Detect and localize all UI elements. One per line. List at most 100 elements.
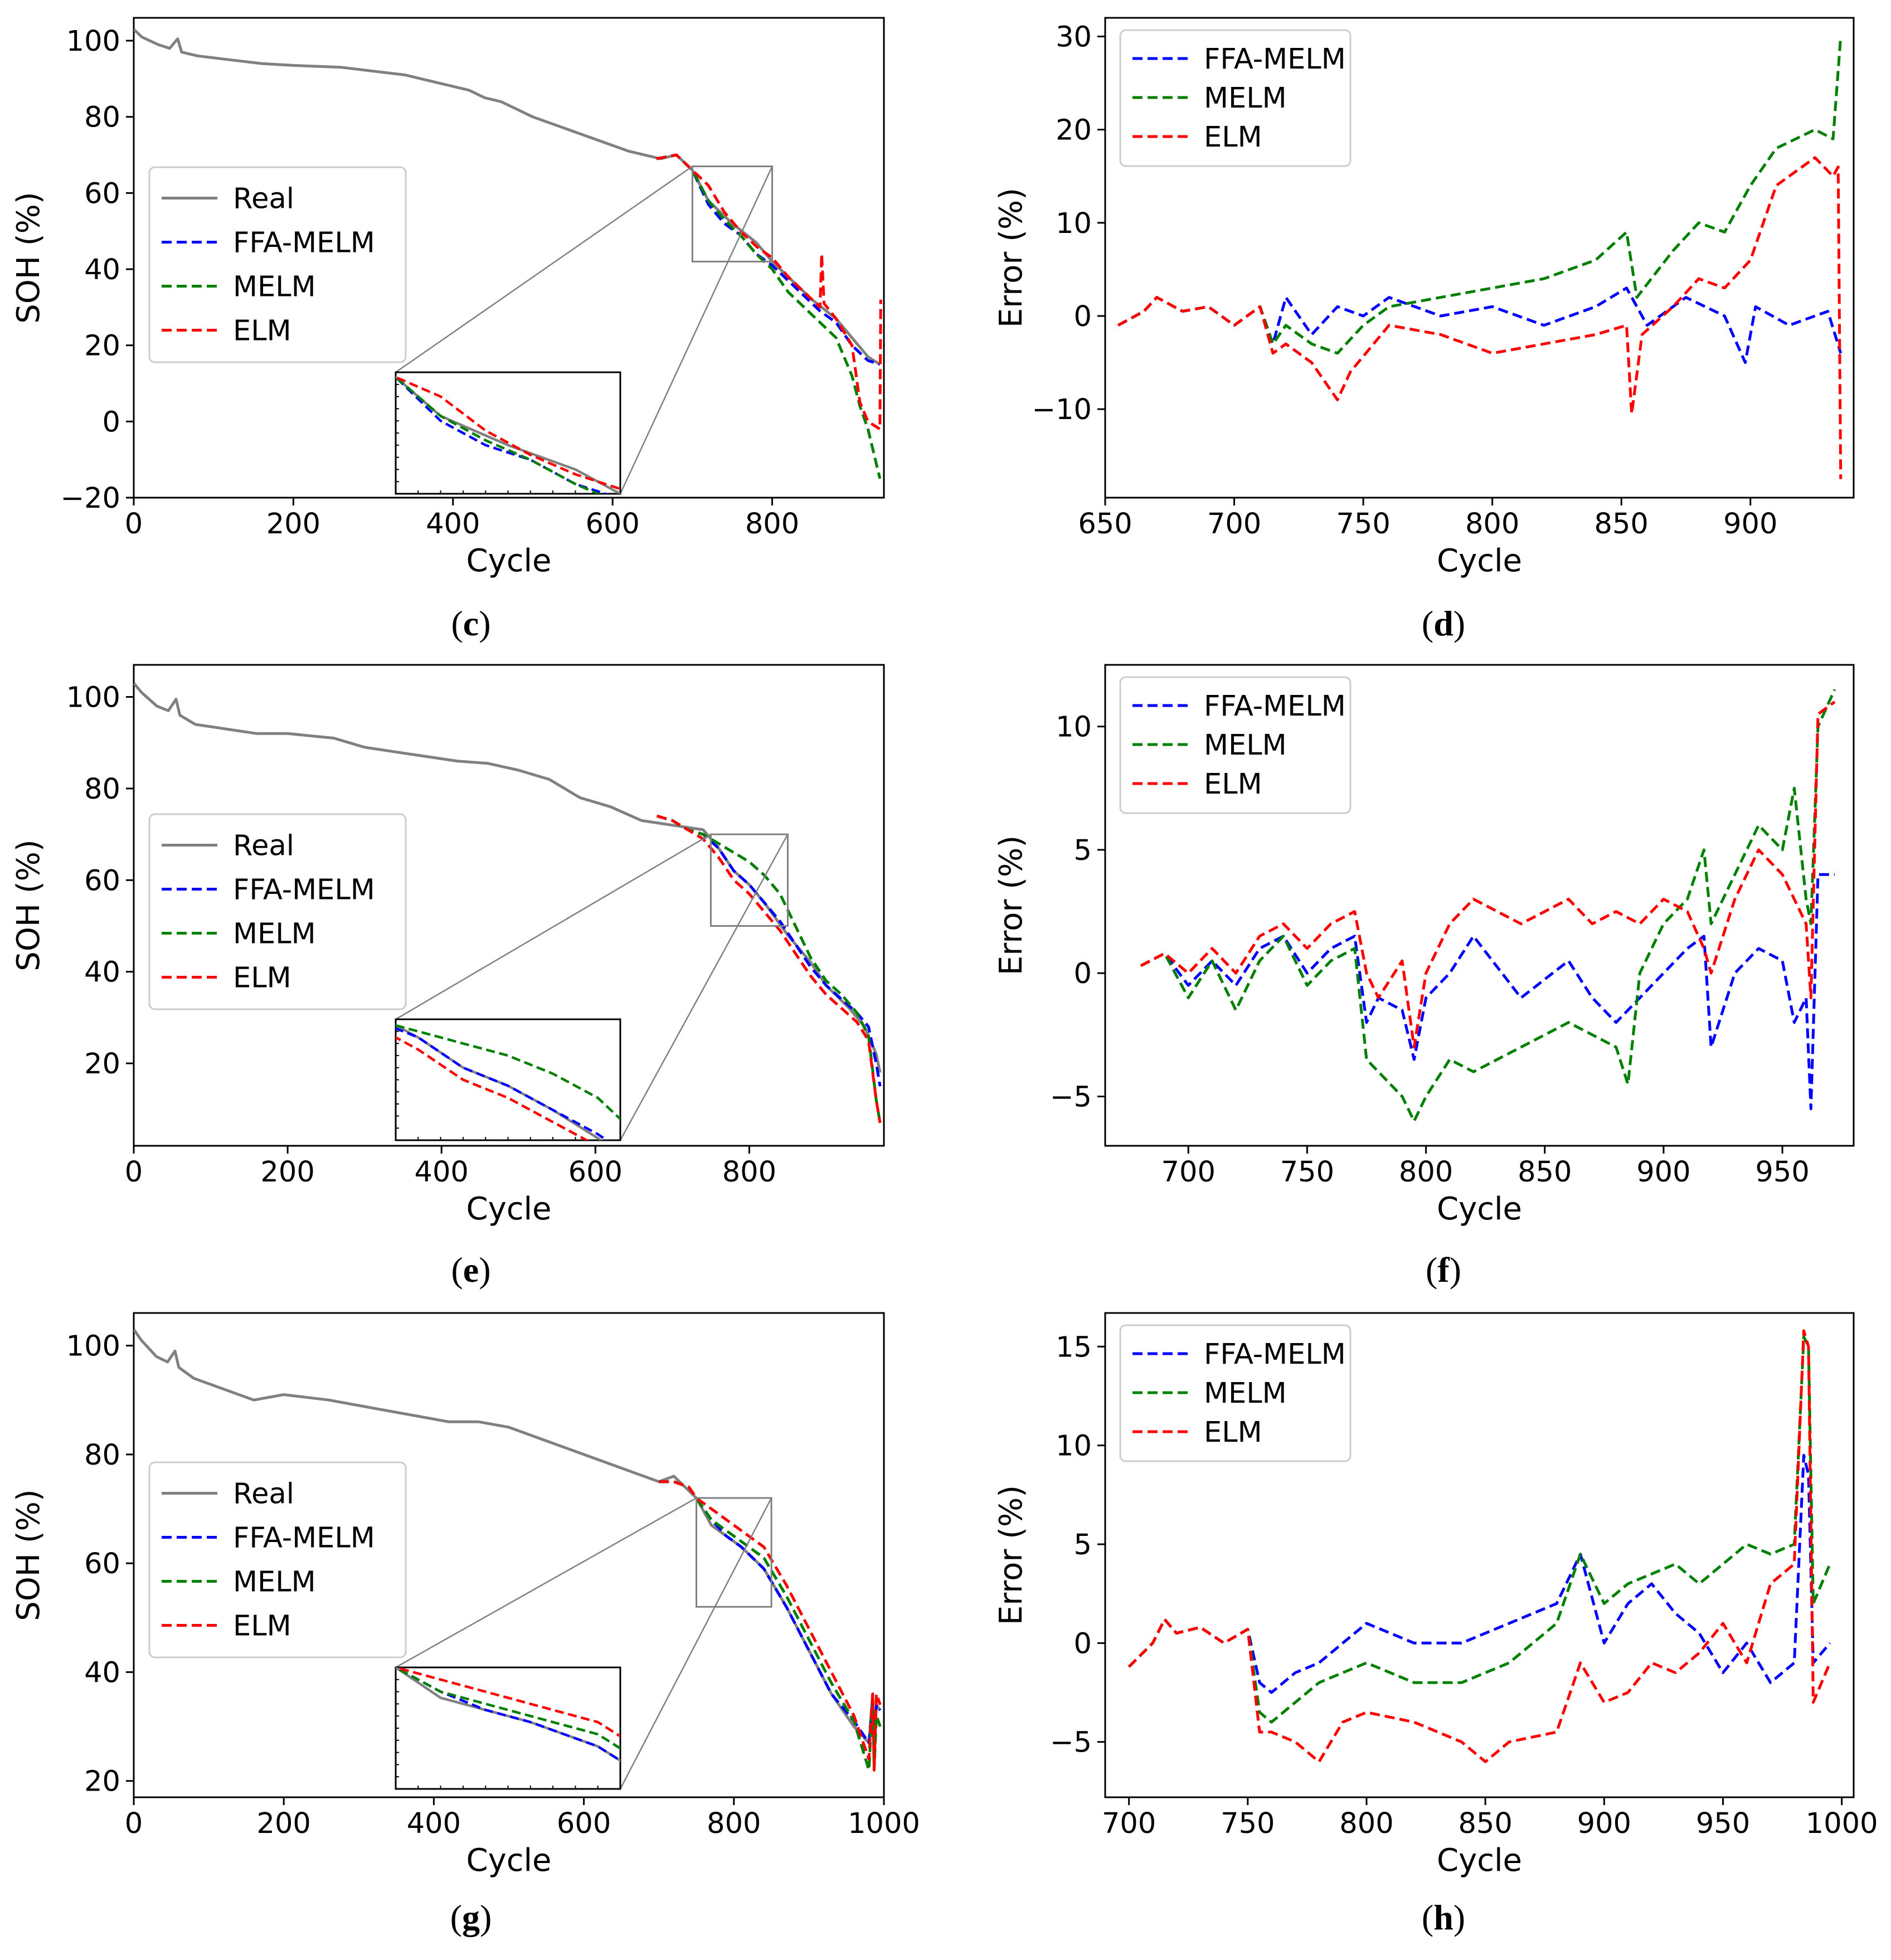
y-tick-label: 15 xyxy=(1056,1331,1092,1364)
panel-caption: (c) xyxy=(451,604,490,643)
x-tick-label: 700 xyxy=(1102,1807,1156,1840)
plot-frame xyxy=(133,664,885,1147)
series-line-elm xyxy=(1127,1329,1831,1763)
x-tick-label: 800 xyxy=(707,1807,761,1840)
panel-d-error-chart: 650 700 750 800 850 900 −10 0 10 20 30 Cycle Error (… xyxy=(993,17,1855,643)
series-line-ffa-melm xyxy=(1117,286,1843,364)
legend-box xyxy=(1119,29,1352,167)
y-tick-label: 20 xyxy=(84,330,120,363)
series-line-melm xyxy=(1127,1335,1831,1724)
zoom-connector-line xyxy=(395,834,712,1020)
zoom-region-box xyxy=(691,166,774,262)
legend-label: MELM xyxy=(1204,729,1287,762)
y-tick-label: 80 xyxy=(84,1439,120,1472)
legend-box xyxy=(148,1461,407,1659)
series-group xyxy=(1127,1329,1831,1763)
legend: Real FFA-MELM MELM ELM xyxy=(148,1461,407,1659)
y-axis-label: SOH (%) xyxy=(11,1489,47,1621)
x-tick-label: 800 xyxy=(722,1156,776,1189)
zoom-region-box xyxy=(696,1497,772,1608)
plot-frame xyxy=(1104,17,1855,499)
series-group xyxy=(1117,36,1843,479)
x-tick-label: 600 xyxy=(568,1156,623,1189)
x-tick-label: 400 xyxy=(426,508,480,541)
legend-label: ELM xyxy=(1204,121,1262,154)
x-tick-label: 200 xyxy=(257,1807,311,1840)
legend-label: ELM xyxy=(1204,1416,1262,1449)
panel-caption: (h) xyxy=(1422,1898,1465,1937)
legend-label: MELM xyxy=(1204,82,1287,115)
legend: Real FFA-MELM MELM ELM xyxy=(148,813,407,1010)
panel-caption-letter: h xyxy=(1433,1898,1454,1937)
x-tick-label: 400 xyxy=(415,1156,469,1189)
x-tick-label: 600 xyxy=(585,508,639,541)
zoom-inset xyxy=(395,1018,621,1141)
y-tick-label: −5 xyxy=(1050,1081,1092,1113)
plot-frame xyxy=(1104,664,1855,1147)
legend-label: FFA-MELM xyxy=(1204,43,1346,76)
x-tick-label: 1000 xyxy=(848,1807,920,1840)
y-tick-label: 80 xyxy=(84,773,120,806)
inset-series-line-melm xyxy=(396,1024,620,1121)
panel-e-soh-chart: 0 200 400 600 800 20 40 60 80 100 Cycle SOH (%) Real… xyxy=(11,664,885,1290)
plot-frame xyxy=(133,17,885,499)
x-tick-label: 200 xyxy=(260,1156,314,1189)
y-tick-label: 10 xyxy=(1056,1430,1092,1463)
panel-h-error-chart: 700 750 800 850 900 950 1000 −5 0 5 10 15 Cycle Error… xyxy=(993,1312,1878,1937)
y-tick-label: 10 xyxy=(1056,711,1092,744)
panel-caption-letter: f xyxy=(1437,1250,1450,1290)
y-tick-label: 30 xyxy=(1056,21,1092,54)
x-tick-label: 800 xyxy=(1399,1156,1453,1189)
legend-label: Real xyxy=(233,830,294,863)
y-tick-label: 10 xyxy=(1056,207,1092,240)
x-tick-label: 750 xyxy=(1336,508,1390,541)
y-tick-label: 20 xyxy=(84,1766,120,1798)
legend: Real FFA-MELM MELM ELM xyxy=(148,166,407,363)
zoom-connector-line xyxy=(395,166,693,373)
plot-frame xyxy=(133,1312,885,1798)
inset-series-line-elm xyxy=(396,376,620,490)
series-group xyxy=(1140,689,1836,1123)
y-tick-label: 40 xyxy=(84,254,120,286)
series-line-ffa-melm xyxy=(1127,1453,1831,1694)
series-line-elm xyxy=(1117,156,1843,479)
x-tick-label: 700 xyxy=(1207,508,1261,541)
x-tick-label: 950 xyxy=(1696,1807,1750,1840)
x-tick-label: 950 xyxy=(1755,1156,1809,1189)
y-axis-label: Error (%) xyxy=(993,188,1029,328)
y-tick-label: 0 xyxy=(1074,1627,1092,1660)
x-tick-label: 1000 xyxy=(1806,1807,1878,1840)
legend-label: FFA-MELM xyxy=(1204,1338,1346,1371)
y-tick-label: 100 xyxy=(66,25,120,58)
x-tick-label: 850 xyxy=(1595,508,1649,541)
inset-frame xyxy=(395,1666,621,1790)
zoom-region-box xyxy=(709,833,789,927)
series-line-ffa-melm xyxy=(1140,873,1835,1111)
inset-series-line-melm xyxy=(396,376,601,494)
x-axis-label: Cycle xyxy=(466,1191,551,1227)
legend-label: ELM xyxy=(233,962,291,995)
series-line-elm xyxy=(656,153,882,431)
x-tick-label: 200 xyxy=(266,508,320,541)
x-tick-label: 0 xyxy=(125,1807,143,1840)
y-axis-label: Error (%) xyxy=(993,835,1029,975)
y-tick-label: −20 xyxy=(60,482,120,515)
x-tick-label: 0 xyxy=(125,508,143,541)
series-line-real xyxy=(134,1328,882,1744)
y-tick-label: 0 xyxy=(103,406,120,439)
y-tick-label: 5 xyxy=(1074,1529,1092,1562)
series-group xyxy=(134,1328,882,1772)
plot-frame xyxy=(1104,1312,1855,1798)
legend: FFA-MELM MELM ELM xyxy=(1119,1324,1352,1462)
legend-label: FFA-MELM xyxy=(233,227,375,260)
legend-label: MELM xyxy=(1204,1377,1287,1410)
y-axis-label: SOH (%) xyxy=(11,192,47,323)
inset-frame xyxy=(395,1018,621,1141)
legend-label: Real xyxy=(233,183,294,216)
zoom-connector-line xyxy=(619,834,789,1141)
legend-label: ELM xyxy=(233,1610,291,1643)
x-tick-label: 600 xyxy=(557,1807,611,1840)
series-line-real xyxy=(134,28,881,366)
legend: FFA-MELM MELM ELM xyxy=(1119,29,1352,167)
legend-box xyxy=(1119,1324,1352,1462)
